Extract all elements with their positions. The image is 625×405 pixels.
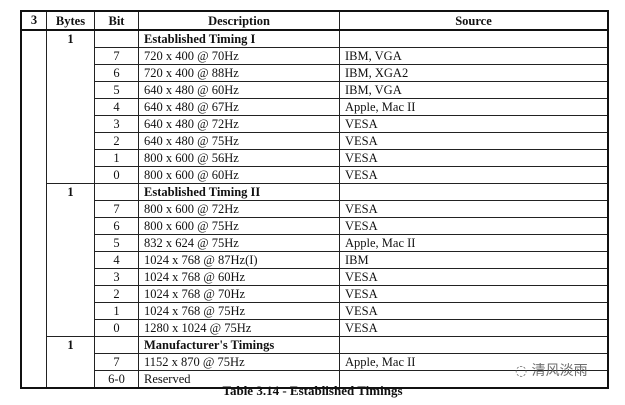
source-cell: VESA [339,149,609,167]
bit-cell: 4 [94,98,139,116]
source-cell: Apple, Mac II [339,98,609,116]
table-row: 6 800 x 600 @ 75Hz VESA [21,217,609,235]
column-3-cell [20,29,47,389]
bit-cell: 7 [94,47,139,65]
header-bytes: Bytes [46,10,95,31]
group-title-row: 1 Established Timing I [20,29,609,389]
source-cell: VESA [339,217,609,235]
bit-cell: 4 [94,251,139,269]
bit-cell: 5 [94,234,139,252]
source-cell: VESA [339,166,609,184]
source-cell: VESA [339,115,609,133]
table-row: 7 1152 x 870 @ 75Hz Apple, Mac II [21,353,609,371]
wechat-icon: ◌ [515,363,528,379]
table-row: 0 800 x 600 @ 60Hz VESA [21,166,609,184]
source-cell: IBM, VGA [339,81,609,99]
header-row: 3 Bytes Bit Description Source [20,10,609,31]
description-cell: 832 x 624 @ 75Hz [138,234,340,252]
bit-cell: 3 [94,268,139,286]
bytes-cell: 1 [46,29,95,184]
table-row: 2 1024 x 768 @ 70Hz VESA [21,285,609,303]
table-row: 6-0 Reserved [21,370,609,389]
description-cell: 640 x 480 @ 75Hz [138,132,340,150]
table-row: 0 1280 x 1024 @ 75Hz VESA [21,319,609,337]
table-row: 4 1024 x 768 @ 87Hz(I) IBM [21,251,609,269]
table-row: 7 720 x 400 @ 70Hz IBM, VGA [21,47,609,65]
source-cell: VESA [339,200,609,218]
group-title-row: 1 Established Timing II [21,183,609,337]
description-cell: 1280 x 1024 @ 75Hz [138,319,340,337]
description-cell: 800 x 600 @ 60Hz [138,166,340,184]
established-timings-table: 3 Bytes Bit Description Source 1 Establis… [20,10,609,389]
source-cell: IBM, XGA2 [339,64,609,82]
bit-cell: 5 [94,81,139,99]
description-cell: 1024 x 768 @ 87Hz(I) [138,251,340,269]
bit-cell: 6 [94,217,139,235]
watermark: ◌ 清风淡雨 [515,360,588,380]
description-cell: 1024 x 768 @ 75Hz [138,302,340,320]
bit-cell: 1 [94,149,139,167]
source-cell [339,29,609,48]
table-row: 5 640 x 480 @ 60Hz IBM, VGA [21,81,609,99]
table-row: 6 720 x 400 @ 88Hz IBM, XGA2 [21,64,609,82]
source-cell: VESA [339,302,609,320]
table-row: 4 640 x 480 @ 67Hz Apple, Mac II [21,98,609,116]
description-cell: 800 x 600 @ 72Hz [138,200,340,218]
description-cell: 1152 x 870 @ 75Hz [138,353,340,371]
bit-cell: 2 [94,285,139,303]
table-row: 3 640 x 480 @ 72Hz VESA [21,115,609,133]
description-cell: 800 x 600 @ 75Hz [138,217,340,235]
table-row: 5 832 x 624 @ 75Hz Apple, Mac II [21,234,609,252]
bit-cell: 0 [94,166,139,184]
bit-cell: 6-0 [94,370,139,389]
bit-cell [94,183,139,201]
bit-cell: 7 [94,353,139,371]
watermark-text: 清风淡雨 [531,363,588,379]
table-caption: Table 3.14 - Established Timings [222,383,403,398]
group-title-row: 1 Manufacturer's Timings [21,336,609,389]
header-source: Source [339,10,609,31]
description-cell: 1024 x 768 @ 60Hz [138,268,340,286]
bit-cell: 0 [94,319,139,337]
description-cell: 640 x 480 @ 67Hz [138,98,340,116]
source-cell: VESA [339,132,609,150]
source-cell: VESA [339,285,609,303]
description-cell: 640 x 480 @ 60Hz [138,81,340,99]
header-description: Description [138,10,340,31]
bit-cell: 2 [94,132,139,150]
header-3: 3 [20,10,47,31]
bit-cell: 1 [94,302,139,320]
source-cell: VESA [339,319,609,337]
bit-cell: 6 [94,64,139,82]
source-cell: VESA [339,268,609,286]
table-row: 1 1024 x 768 @ 75Hz VESA [21,302,609,320]
source-cell: IBM, VGA [339,47,609,65]
header-bit: Bit [94,10,139,31]
description-cell: 720 x 400 @ 70Hz [138,47,340,65]
group-title: Established Timing II [138,183,340,201]
bytes-cell: 1 [46,336,95,389]
group-title: Manufacturer's Timings [138,336,340,354]
source-cell: IBM [339,251,609,269]
bytes-cell: 1 [46,183,95,337]
table-row: 2 640 x 480 @ 75Hz VESA [21,132,609,150]
description-cell: Reserved [138,370,340,389]
group-title: Established Timing I [138,29,340,48]
source-cell [339,183,609,201]
table-row: 3 1024 x 768 @ 60Hz VESA [21,268,609,286]
description-cell: 800 x 600 @ 56Hz [138,149,340,167]
bit-cell: 3 [94,115,139,133]
table-row: 1 800 x 600 @ 56Hz VESA [21,149,609,167]
table-row: 7 800 x 600 @ 72Hz VESA [21,200,609,218]
bit-cell [94,29,139,48]
bit-cell: 7 [94,200,139,218]
description-cell: 640 x 480 @ 72Hz [138,115,340,133]
bit-cell [94,336,139,354]
description-cell: 720 x 400 @ 88Hz [138,64,340,82]
source-cell [339,370,609,389]
source-cell: Apple, Mac II [339,234,609,252]
source-cell: Apple, Mac II [339,353,609,371]
description-cell: 1024 x 768 @ 70Hz [138,285,340,303]
source-cell [339,336,609,354]
